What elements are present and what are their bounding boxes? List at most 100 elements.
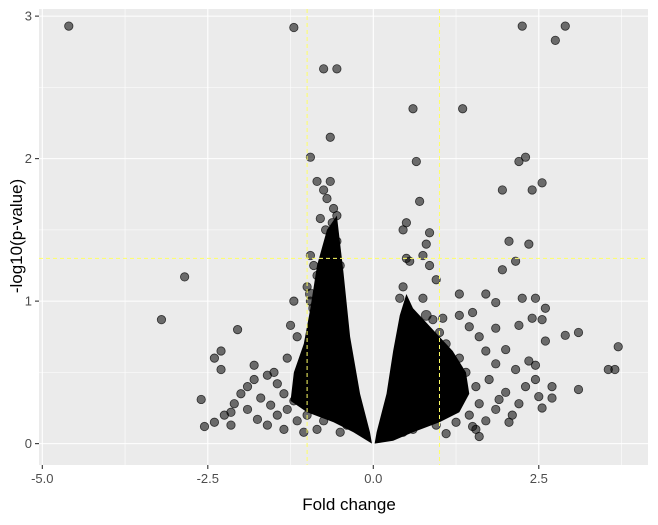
- data-point: [332, 64, 342, 74]
- data-point: [491, 323, 501, 333]
- major-gridlines: [39, 9, 648, 465]
- data-point: [289, 22, 299, 33]
- data-point: [438, 313, 448, 323]
- data-point: [292, 332, 302, 342]
- data-point: [299, 387, 309, 397]
- data-point: [327, 218, 337, 228]
- data-point: [332, 236, 342, 246]
- data-point: [424, 260, 435, 271]
- data-point: [471, 424, 481, 434]
- data-point: [209, 417, 220, 427]
- data-point: [421, 329, 431, 339]
- data-point: [428, 393, 438, 403]
- data-point: [196, 394, 206, 405]
- data-point: [550, 35, 560, 45]
- data-point: [322, 346, 332, 356]
- data-point: [467, 307, 478, 318]
- data-point: [573, 327, 584, 338]
- data-point: [249, 360, 259, 370]
- data-point: [454, 396, 464, 406]
- data-point: [401, 386, 411, 396]
- data-point: [322, 193, 332, 204]
- data-point: [335, 384, 345, 395]
- data-point: [305, 152, 316, 162]
- data-point: [323, 246, 333, 256]
- data-point: [398, 225, 408, 235]
- data-point: [395, 373, 405, 383]
- data-point: [524, 239, 534, 249]
- data-point: [272, 410, 282, 420]
- data-point: [461, 367, 471, 377]
- data-point: [560, 21, 570, 31]
- data-point: [312, 367, 322, 377]
- data-point: [414, 335, 426, 347]
- data-point: [441, 429, 451, 439]
- data-point: [209, 353, 220, 363]
- data-point: [540, 336, 550, 346]
- data-point: [335, 260, 345, 271]
- data-point: [319, 185, 329, 195]
- y-tick-label: 3: [25, 9, 32, 24]
- data-point: [262, 370, 272, 380]
- dense-points-left: [290, 215, 372, 444]
- x-tick-label: -2.5: [197, 471, 219, 486]
- data-point: [309, 400, 319, 410]
- data-point: [199, 421, 210, 432]
- data-point: [285, 320, 296, 330]
- x-tick-label: 0.0: [364, 471, 382, 486]
- data-point: [398, 406, 408, 416]
- data-point: [305, 296, 316, 306]
- data-point: [279, 389, 289, 399]
- x-tick-label: -5.0: [31, 471, 53, 486]
- data-point: [328, 359, 339, 369]
- data-point: [404, 374, 416, 385]
- data-point: [328, 299, 339, 309]
- threshold-lines: [39, 9, 648, 465]
- data-point: [415, 380, 425, 390]
- data-point: [282, 353, 292, 363]
- data-point: [226, 420, 236, 430]
- data-point: [418, 250, 428, 261]
- data-point: [64, 21, 74, 31]
- data-point: [332, 279, 342, 289]
- data-point: [514, 320, 524, 330]
- data-point: [315, 307, 325, 318]
- data-point: [514, 156, 524, 167]
- data-point: [494, 394, 504, 405]
- data-point: [305, 250, 316, 261]
- data-point: [421, 239, 431, 249]
- data-point: [573, 384, 584, 395]
- x-tick-label: 2.5: [530, 471, 548, 486]
- data-point: [520, 382, 531, 392]
- data-point: [242, 404, 253, 415]
- data-point: [279, 424, 289, 434]
- y-tick-label: 2: [25, 151, 32, 166]
- data-point: [527, 185, 537, 195]
- data-point: [321, 225, 331, 235]
- data-point: [319, 382, 329, 392]
- data-point: [312, 424, 322, 434]
- data-point: [451, 417, 461, 427]
- data-point: [481, 416, 491, 426]
- data-point: [252, 414, 263, 424]
- data-point: [547, 382, 557, 392]
- data-point: [454, 310, 464, 320]
- data-point: [418, 367, 428, 377]
- data-point: [517, 21, 527, 31]
- y-axis-ticks: 0 1 2 3: [25, 9, 39, 451]
- data-point: [408, 104, 418, 114]
- data-point: [511, 256, 521, 266]
- data-point: [511, 364, 521, 375]
- x-axis-ticks: -5.0 -2.5 0.0 2.5: [31, 465, 548, 486]
- data-point: [441, 404, 451, 415]
- data-point: [312, 270, 322, 281]
- data-point: [332, 406, 342, 416]
- data-point: [398, 427, 408, 437]
- data-point: [481, 346, 491, 356]
- data-point: [292, 416, 302, 426]
- data-point: [408, 399, 418, 409]
- data-point: [481, 289, 491, 299]
- data-point: [448, 387, 458, 397]
- minor-gridlines: [39, 9, 648, 465]
- data-point: [295, 374, 306, 385]
